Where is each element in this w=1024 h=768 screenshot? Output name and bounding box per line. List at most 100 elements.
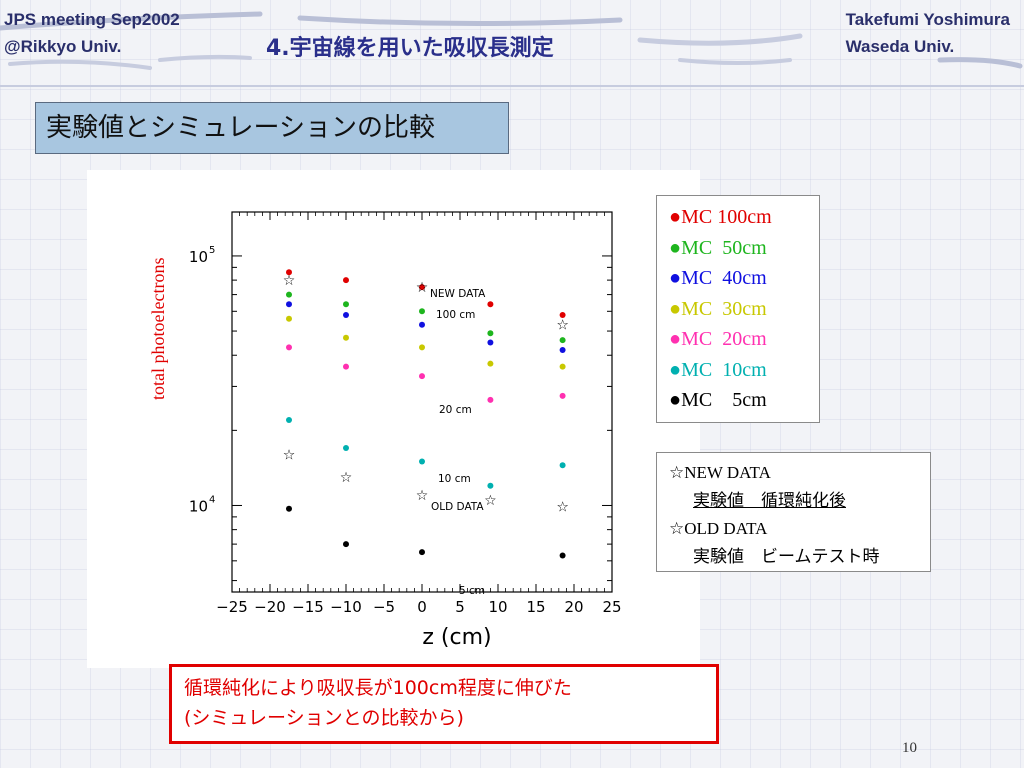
data-point (286, 417, 292, 424)
conclusion-line1: 循環純化により吸収長が100cm程度に伸びた (184, 677, 572, 699)
conclusion-line2: (シミュレーションとの比較から) (184, 707, 464, 729)
legend-marker-icon: ● (669, 297, 682, 320)
legend-marker-icon: ● (669, 267, 682, 289)
legend-item: ●MC 40cm (669, 263, 819, 294)
legend-marker-icon: ● (669, 236, 682, 259)
data-point-star: ☆ (484, 493, 497, 509)
note-old-data: ☆OLD DATA (669, 519, 768, 538)
data-point (343, 541, 349, 548)
note-new-data: ☆NEW DATA (669, 463, 771, 482)
x-tick-label: 20 (564, 598, 583, 616)
data-point (286, 301, 292, 308)
legend-label: MC 40cm (681, 267, 767, 289)
x-tick-label: 15 (526, 598, 545, 616)
legend-marker-icon: ● (669, 358, 682, 381)
legend-label: MC 30cm (681, 297, 767, 320)
chart-annotation: 10 cm (438, 473, 471, 485)
page-number: 10 (902, 740, 917, 756)
x-tick-label: 0 (417, 598, 427, 616)
data-point (487, 301, 494, 308)
data-point-star: ☆ (283, 448, 296, 464)
x-tick-label: −10 (330, 598, 362, 616)
x-tick-label: 10 (488, 598, 507, 616)
data-point (487, 330, 494, 337)
data-point (487, 482, 494, 489)
chart-annotation: NEW DATA (430, 288, 486, 300)
x-tick-label: −15 (292, 598, 324, 616)
legend: ●MC 100cm ●MC 50cm ●MC 40cm ●MC 30cm ●MC 20c… (656, 195, 820, 423)
section-title: 実験値とシミュレーションの比較 (35, 102, 509, 154)
x-axis-label: z (cm) (422, 625, 491, 650)
plot-area: −25 −20 −15 −10 −5 0 5 10 15 20 25 10 4 10 5 z (cm) ☆ ☆ ☆ ☆… (87, 170, 700, 668)
legend-item: ●MC 10cm (669, 355, 819, 386)
data-point (559, 337, 566, 344)
data-point-star: ☆ (556, 500, 569, 516)
data-point (343, 363, 349, 370)
header-right: Takefumi Yoshimura Waseda Univ. (846, 6, 1010, 60)
data-point (419, 284, 425, 291)
data-point (343, 444, 349, 451)
data-point-star: ☆ (416, 488, 429, 504)
x-tick-label: −20 (254, 598, 286, 616)
data-point (286, 269, 292, 276)
y-axis-label: total photoelectrons (148, 257, 168, 400)
data-point (286, 505, 292, 512)
data-point (419, 549, 425, 556)
y-tick-label: 10 (189, 248, 208, 266)
data-point (487, 396, 494, 403)
header-left: JPS meeting Sep2002 @Rikkyo Univ. (4, 6, 180, 60)
chart-annotation: 100 cm (436, 309, 475, 321)
data-point (343, 277, 349, 284)
header-right-line2: Waseda Univ. (845, 37, 955, 56)
chart-annotation: OLD DATA (431, 501, 484, 513)
data-point (286, 315, 292, 322)
x-tick-label: 5 (455, 598, 465, 616)
slide-title: 4.宇宙線を用いた吸収長測定 (266, 36, 554, 61)
data-point-star: ☆ (556, 318, 569, 334)
note-new-data-desc: 実験値 循環純化後 (693, 491, 846, 511)
header-left-line2: @Rikkyo Univ. (4, 37, 122, 56)
legend-marker-icon: ● (669, 206, 682, 228)
y-tick-exponent: 5 (209, 245, 215, 256)
header-swoosh-decoration (0, 11, 1024, 87)
data-point-star: ☆ (416, 280, 429, 296)
data-point (286, 291, 292, 298)
data-point-star: ☆ (340, 470, 353, 486)
data-point (343, 301, 349, 308)
conclusion-box: 循環純化により吸収長が100cm程度に伸びた (シミュレーションとの比較から) (169, 664, 719, 744)
data-point (419, 344, 425, 351)
note-old-data-desc: 実験値 ビームテスト時 (693, 547, 880, 567)
data-point (419, 308, 425, 315)
slide-header: JPS meeting Sep2002 @Rikkyo Univ. 4.宇宙線を… (0, 0, 1024, 88)
y-tick-label: 10 (189, 497, 208, 515)
data-point (559, 552, 566, 559)
legend-item: ●MC 50cm (669, 233, 819, 264)
data-point (487, 339, 494, 346)
header-right-line1: Takefumi Yoshimura (845, 10, 1010, 29)
data-point (559, 363, 566, 370)
data-point-star: ☆ (283, 273, 296, 289)
data-point (419, 373, 425, 380)
legend-item: ●MC 100cm (669, 202, 819, 233)
chart-annotation: 5 cm (459, 585, 485, 597)
legend-label: MC 20cm (681, 328, 767, 350)
legend-label: MC 100cm (681, 206, 772, 228)
legend-item: ●MC 5cm (669, 385, 819, 416)
data-point (343, 311, 349, 318)
y-tick-exponent: 4 (209, 494, 215, 505)
legend-item: ●MC 20cm (669, 324, 819, 355)
data-point (419, 458, 425, 465)
data-point (419, 321, 425, 328)
legend-label: MC 50cm (681, 236, 767, 259)
legend-marker-icon: ● (669, 328, 682, 350)
data-point (487, 360, 494, 367)
legend-label: MC 10cm (681, 358, 767, 381)
legend-item: ●MC 30cm (669, 294, 819, 325)
x-tick-label: 25 (602, 598, 621, 616)
header-left-line1: JPS meeting Sep2002 (4, 10, 180, 29)
data-point (559, 462, 566, 469)
x-tick-label: −25 (216, 598, 248, 616)
legend-label: MC 5cm (681, 389, 767, 411)
data-notes: ☆NEW DATA 実験値 循環純化後 ☆OLD DATA 実験値 ビームテスト… (656, 452, 931, 572)
